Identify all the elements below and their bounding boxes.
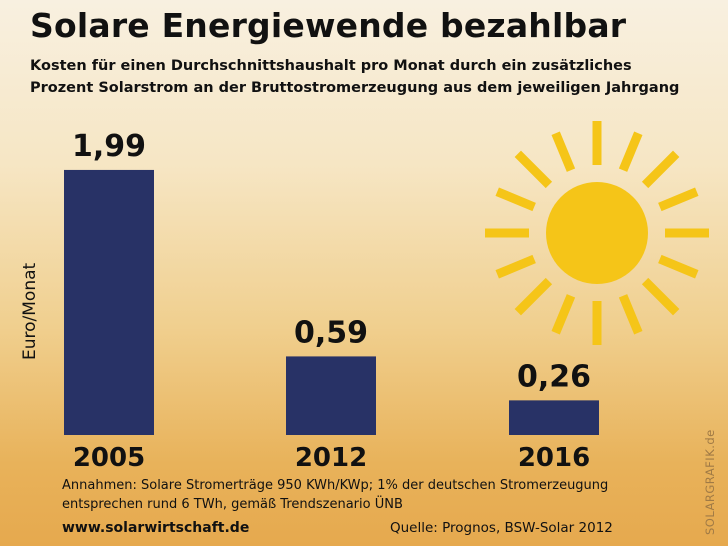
source-note: Quelle: Prognos, BSW-Solar 2012 (390, 520, 613, 536)
x-tick-label: 2012 (295, 443, 367, 473)
credit-watermark: SOLARGRAFIK.de (703, 429, 717, 535)
sun-ray (551, 131, 576, 172)
x-tick-label: 2005 (73, 443, 145, 473)
sun-ray (658, 254, 699, 279)
sun-ray (514, 277, 553, 316)
chart-subtitle-line-2: Prozent Solarstrom an der Bruttostromerz… (30, 80, 680, 96)
sun-ray (514, 150, 553, 189)
sun-ray (641, 150, 680, 189)
sun-ray (618, 294, 643, 335)
sun-ray (641, 277, 680, 316)
website-link[interactable]: www.solarwirtschaft.de (62, 520, 250, 536)
x-tick-label: 2016 (518, 443, 590, 473)
data-label: 0,26 (517, 359, 591, 394)
sun-ray (658, 187, 699, 212)
chart-subtitle-line-1: Kosten für einen Durchschnittshaushalt p… (30, 58, 632, 74)
bar-2016 (509, 400, 599, 435)
bar-2012 (286, 356, 376, 435)
note-line-1: Annahmen: Solare Stromerträge 950 KWh/KW… (62, 478, 609, 493)
data-label: 1,99 (72, 129, 146, 164)
y-axis-label: Euro/Monat (20, 262, 40, 360)
sun-ray (551, 294, 576, 335)
data-label: 0,59 (294, 315, 368, 350)
bar-2005 (64, 169, 154, 435)
sun-ray (618, 131, 643, 172)
note-line-2: entsprechen rund 6 TWh, gemäß Trendszena… (62, 497, 403, 512)
sun-icon (546, 182, 648, 284)
chart-title: Solare Energiewende bezahlbar (30, 6, 627, 45)
sun-ray (495, 187, 536, 212)
sun-ray (495, 254, 536, 279)
